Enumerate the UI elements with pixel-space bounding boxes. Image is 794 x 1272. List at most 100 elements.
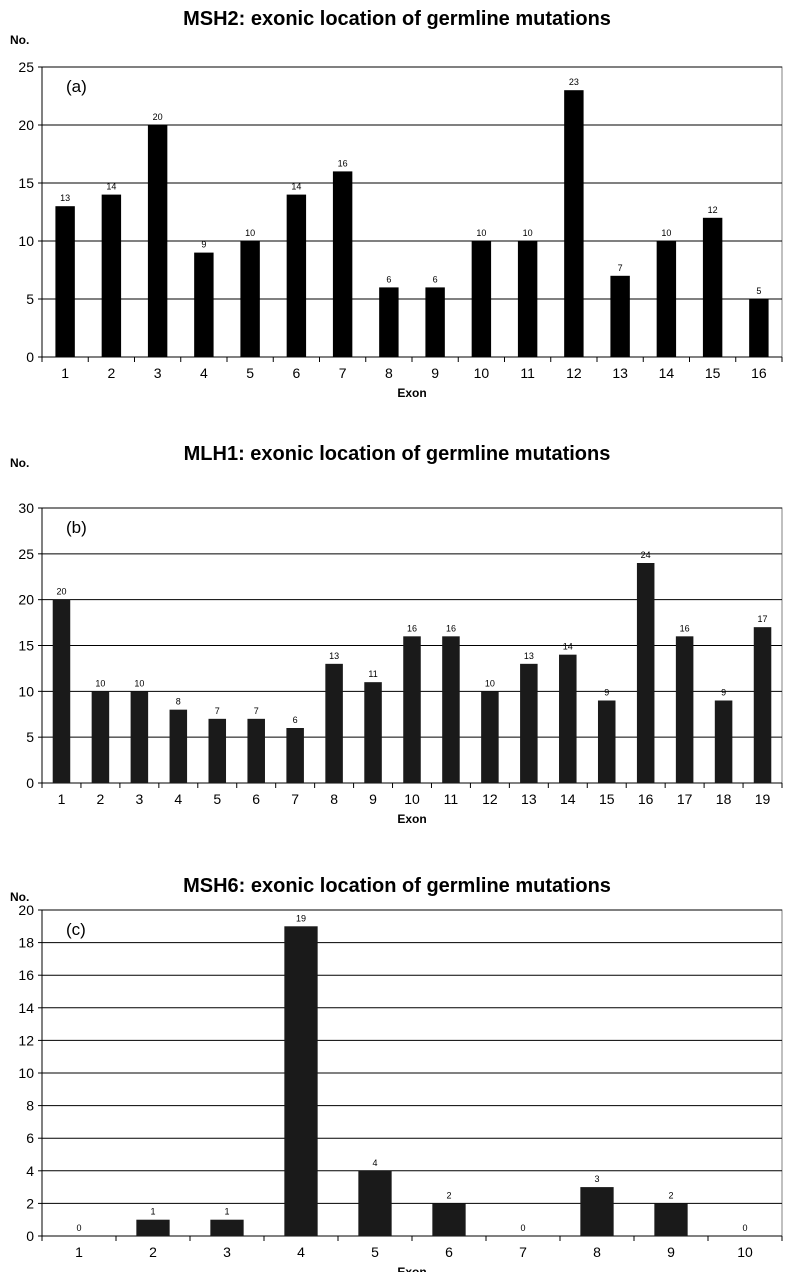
bar (656, 241, 677, 357)
data-label: 20 (153, 112, 163, 122)
data-label: 16 (338, 158, 348, 168)
x-tick-label: 2 (107, 365, 115, 381)
y-tick-label: 12 (18, 1032, 34, 1048)
bar (403, 636, 421, 783)
bar (610, 275, 630, 357)
data-label: 0 (520, 1223, 525, 1233)
x-tick-label: 17 (677, 791, 693, 807)
data-label: 8 (176, 697, 181, 707)
chart-title: MSH6: exonic location of germline mutati… (183, 875, 611, 897)
y-tick-label: 10 (18, 1065, 34, 1081)
x-tick-label: 6 (292, 365, 300, 381)
data-label: 17 (758, 614, 768, 624)
chart-panel-msh2: MSH2: exonic location of germline mutati… (0, 0, 794, 420)
chart-panel-mlh1: MLH1: exonic location of germline mutati… (0, 420, 794, 850)
x-tick-label: 1 (75, 1244, 83, 1260)
bar (358, 1170, 392, 1236)
y-tick-label: 10 (18, 233, 34, 249)
bar (284, 926, 318, 1236)
data-label: 13 (329, 651, 339, 661)
x-tick-label: 12 (482, 791, 498, 807)
x-tick-label: 13 (521, 791, 537, 807)
bar (432, 1203, 466, 1236)
bar (702, 217, 723, 357)
data-label: 2 (446, 1190, 451, 1200)
bar (240, 241, 260, 357)
bar (286, 728, 304, 783)
y-tick-label: 15 (18, 638, 34, 654)
y-tick-label: 10 (18, 683, 34, 699)
y-tick-label: 2 (26, 1195, 34, 1211)
x-tick-label: 18 (716, 791, 732, 807)
x-tick-label: 3 (154, 365, 162, 381)
data-label: 13 (524, 651, 534, 661)
chart-title: MLH1: exonic location of germline mutati… (183, 443, 611, 465)
data-label: 7 (618, 263, 623, 273)
x-tick-label: 14 (659, 365, 675, 381)
x-tick-label: 9 (431, 365, 439, 381)
bar (194, 252, 214, 357)
data-label: 10 (661, 228, 671, 238)
bar (481, 691, 499, 783)
y-tick-label: 20 (18, 902, 34, 918)
data-label: 6 (433, 274, 438, 284)
data-label: 14 (106, 182, 116, 192)
data-label: 16 (446, 623, 456, 633)
x-tick-label: 4 (200, 365, 208, 381)
x-tick-label: 5 (213, 791, 221, 807)
x-tick-label: 11 (444, 791, 459, 807)
bar (286, 194, 307, 357)
x-axis-title: Exon (397, 386, 426, 400)
x-tick-label: 7 (519, 1244, 527, 1260)
y-tick-label: 15 (18, 175, 34, 191)
data-label: 9 (721, 688, 726, 698)
bar (559, 654, 577, 783)
y-tick-label: 5 (26, 729, 34, 745)
x-tick-label: 16 (751, 365, 767, 381)
panel-label: (b) (66, 518, 87, 537)
bar (753, 627, 772, 783)
x-tick-label: 15 (705, 365, 721, 381)
data-label: 2 (668, 1190, 673, 1200)
bar (52, 599, 71, 783)
data-label: 11 (368, 669, 377, 679)
x-tick-label: 3 (135, 791, 143, 807)
data-label: 24 (641, 550, 651, 560)
data-label: 0 (742, 1223, 747, 1233)
y-tick-label: 0 (26, 1228, 34, 1244)
data-label: 12 (708, 205, 718, 215)
data-label: 9 (201, 240, 206, 250)
x-axis-title: Exon (397, 812, 426, 826)
chart-title: MSH2: exonic location of germline mutati… (183, 8, 611, 30)
data-label: 7 (215, 706, 220, 716)
x-tick-label: 7 (291, 791, 299, 807)
x-tick-label: 7 (339, 365, 347, 381)
x-tick-label: 4 (297, 1244, 305, 1260)
data-label: 6 (386, 274, 391, 284)
x-tick-label: 8 (330, 791, 338, 807)
data-label: 14 (291, 182, 301, 192)
y-tick-label: 25 (18, 546, 34, 562)
y-tick-label: 20 (18, 117, 34, 133)
bar (169, 709, 188, 783)
data-label: 10 (485, 678, 495, 688)
y-tick-label: 18 (18, 935, 34, 951)
y-tick-label: 8 (26, 1098, 34, 1114)
data-label: 14 (563, 642, 573, 652)
x-tick-label: 14 (560, 791, 576, 807)
bar (208, 718, 227, 783)
x-tick-label: 5 (246, 365, 254, 381)
data-label: 16 (680, 623, 690, 633)
bar (471, 241, 492, 357)
bar-chart-mlh1: 0 5 10 15 20 25 30 20 1 10 2 10 3 8 4 7 5 7 6 6 7 13 8 11 9 16 10 1… (18, 500, 783, 826)
x-tick-label: 15 (599, 791, 615, 807)
data-label: 4 (372, 1158, 377, 1168)
bar (675, 636, 694, 783)
bar (580, 1187, 614, 1236)
y-tick-label: 0 (26, 349, 34, 365)
bar (425, 287, 445, 357)
data-label: 13 (60, 193, 70, 203)
y-tick-label: 16 (18, 967, 34, 983)
bar (55, 206, 75, 357)
data-label: 6 (293, 715, 298, 725)
